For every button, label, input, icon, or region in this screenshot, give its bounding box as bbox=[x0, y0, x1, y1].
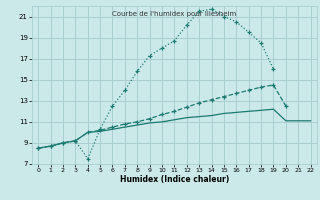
X-axis label: Humidex (Indice chaleur): Humidex (Indice chaleur) bbox=[120, 175, 229, 184]
Text: Courbe de l'humidex pour Illesheim: Courbe de l'humidex pour Illesheim bbox=[112, 11, 236, 17]
